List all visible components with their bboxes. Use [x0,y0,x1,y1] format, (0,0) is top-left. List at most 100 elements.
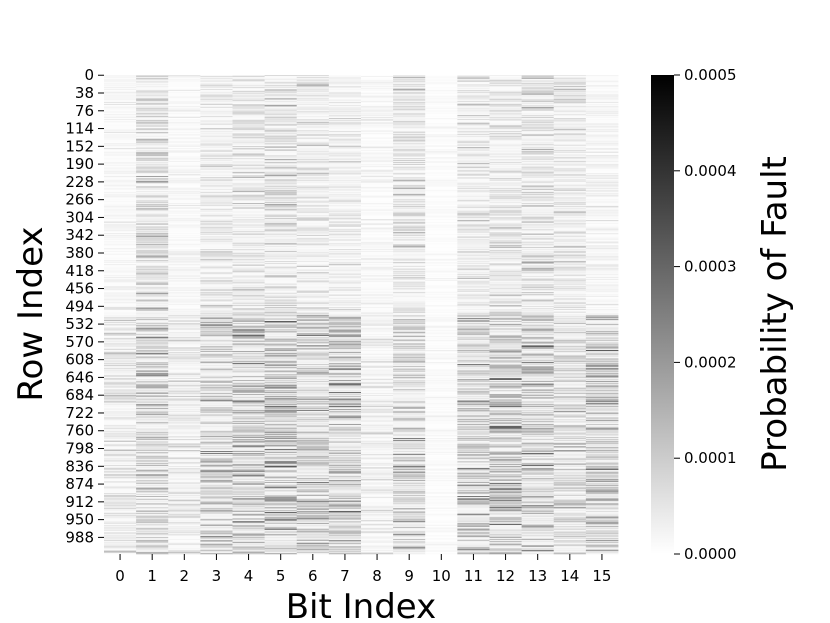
heatmap-cell [168,160,201,162]
heatmap-cell [168,504,201,506]
heatmap-cell [393,114,426,116]
heatmap-cell [200,401,233,403]
heatmap-cell [264,133,298,136]
heatmap-cell [296,513,330,516]
heatmap-cell [136,191,169,193]
heatmap-cell [200,349,233,351]
heatmap-cell [393,328,426,330]
heatmap-cell [200,477,233,479]
heatmap-cell [168,377,201,379]
heatmap-cell [232,152,266,154]
heatmap-cell [104,142,137,144]
heatmap-cell [296,124,330,126]
heatmap-cell [328,194,362,196]
heatmap-cell [104,453,137,456]
heatmap-cell [328,141,362,143]
heatmap-cell [328,124,362,126]
heatmap-cell [136,522,169,524]
heatmap-cell [328,254,362,256]
heatmap-cell [104,462,137,464]
heatmap-cell [200,483,233,486]
heatmap-cell [168,282,201,284]
heatmap-cell [232,144,266,146]
heatmap-cell [104,431,137,433]
heatmap-cell [200,177,233,180]
heatmap-cell [200,160,233,162]
heatmap-cell [296,89,330,92]
heatmap-cell [264,392,298,394]
heatmap-cell [361,91,394,94]
heatmap-cell [168,321,201,324]
heatmap-cell [200,86,233,88]
heatmap-cell [393,132,426,134]
heatmap-cell [361,131,394,133]
heatmap-cell [361,214,394,216]
heatmap-cell [168,94,201,96]
heatmap-cell [264,162,298,164]
heatmap-cell [393,209,426,211]
heatmap-cell [393,78,426,80]
heatmap-cell [232,361,266,363]
heatmap-cell [136,549,169,551]
heatmap-cell [200,231,233,233]
heatmap-cell [328,364,362,366]
heatmap-cell [232,270,266,272]
heatmap-cell [361,82,394,84]
heatmap-cell [232,547,266,549]
heatmap-cell [168,206,201,209]
heatmap-cell [232,388,266,390]
heatmap-cell [264,453,298,456]
heatmap-cell [200,422,233,424]
heatmap-cell [104,538,137,540]
heatmap-cell [104,484,137,487]
heatmap-cell [104,539,137,541]
heatmap-cell [361,122,394,124]
heatmap-cell [328,256,362,258]
heatmap-cell [296,186,330,188]
heatmap-cell [232,202,266,204]
heatmap-cell [200,141,233,143]
heatmap-cell [361,324,394,327]
heatmap-cell [136,239,169,241]
heatmap-cell [104,492,137,494]
heatmap-cell [168,101,201,103]
heatmap-cell [104,277,137,279]
heatmap-cell [104,427,137,429]
heatmap-cell [136,75,169,77]
heatmap-cell [328,553,362,555]
heatmap-cell [168,177,201,180]
heatmap-cell [232,307,266,310]
heatmap-cell [361,103,394,105]
heatmap-cell [328,540,362,543]
heatmap-cell [104,533,137,535]
heatmap-cell [200,115,233,117]
heatmap-cell [136,400,169,402]
heatmap-cell [393,397,426,399]
heatmap-cell [200,549,233,551]
heatmap-cell [393,379,426,382]
heatmap-cell [264,456,298,458]
heatmap-cell [361,141,394,143]
heatmap-cell [264,403,298,405]
heatmap-cell [168,178,201,181]
heatmap-cell [264,318,298,320]
heatmap-cell [361,102,394,104]
heatmap-cell [264,416,298,418]
heatmap-cell [296,318,330,320]
heatmap-cell [296,101,330,103]
heatmap-cell [200,151,233,153]
heatmap-cell [393,359,426,361]
heatmap-cell [328,329,362,331]
heatmap-cell [296,147,330,150]
heatmap-cell [296,295,330,298]
heatmap-cell [264,478,298,480]
heatmap-cell [232,408,266,411]
heatmap-cell [232,537,266,539]
heatmap-cell [168,369,201,371]
heatmap-cell [200,271,233,273]
heatmap-cell [104,497,137,500]
heatmap-cell [264,464,298,466]
heatmap-cell [328,356,362,358]
heatmap-cell [361,280,394,283]
heatmap-cell [232,260,266,262]
